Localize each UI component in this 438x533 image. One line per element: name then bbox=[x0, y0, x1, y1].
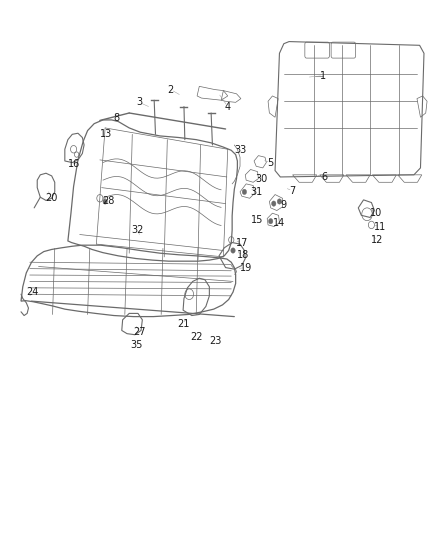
Text: 4: 4 bbox=[225, 102, 231, 111]
Text: 35: 35 bbox=[131, 341, 143, 350]
Text: 28: 28 bbox=[102, 197, 115, 206]
Text: 13: 13 bbox=[100, 130, 112, 139]
Text: 10: 10 bbox=[370, 208, 382, 218]
Text: 16: 16 bbox=[67, 159, 80, 169]
Circle shape bbox=[231, 248, 235, 253]
Text: 17: 17 bbox=[236, 238, 248, 247]
Text: 1: 1 bbox=[320, 71, 326, 80]
Text: 24: 24 bbox=[27, 287, 39, 297]
Text: 12: 12 bbox=[371, 236, 384, 245]
Text: 23: 23 bbox=[209, 336, 222, 346]
Circle shape bbox=[268, 219, 273, 224]
Text: 20: 20 bbox=[46, 193, 58, 203]
Text: 19: 19 bbox=[240, 263, 252, 272]
Text: 22: 22 bbox=[190, 332, 202, 342]
Text: 2: 2 bbox=[168, 85, 174, 94]
Circle shape bbox=[103, 199, 107, 204]
Text: 15: 15 bbox=[251, 215, 264, 224]
Circle shape bbox=[272, 201, 276, 206]
Text: 31: 31 bbox=[250, 187, 262, 197]
Text: 6: 6 bbox=[321, 172, 327, 182]
Text: 27: 27 bbox=[133, 327, 145, 336]
Text: 11: 11 bbox=[374, 222, 386, 231]
Text: 21: 21 bbox=[177, 319, 189, 329]
Text: 32: 32 bbox=[132, 225, 144, 235]
Text: 33: 33 bbox=[234, 146, 246, 155]
Circle shape bbox=[277, 199, 282, 204]
Text: 8: 8 bbox=[113, 113, 119, 123]
Text: 14: 14 bbox=[273, 218, 286, 228]
Text: 7: 7 bbox=[290, 186, 296, 196]
Text: 9: 9 bbox=[281, 200, 287, 210]
Text: 30: 30 bbox=[256, 174, 268, 183]
Text: 5: 5 bbox=[268, 158, 274, 167]
Text: 3: 3 bbox=[136, 98, 142, 107]
Circle shape bbox=[242, 189, 247, 195]
Text: 18: 18 bbox=[237, 250, 250, 260]
